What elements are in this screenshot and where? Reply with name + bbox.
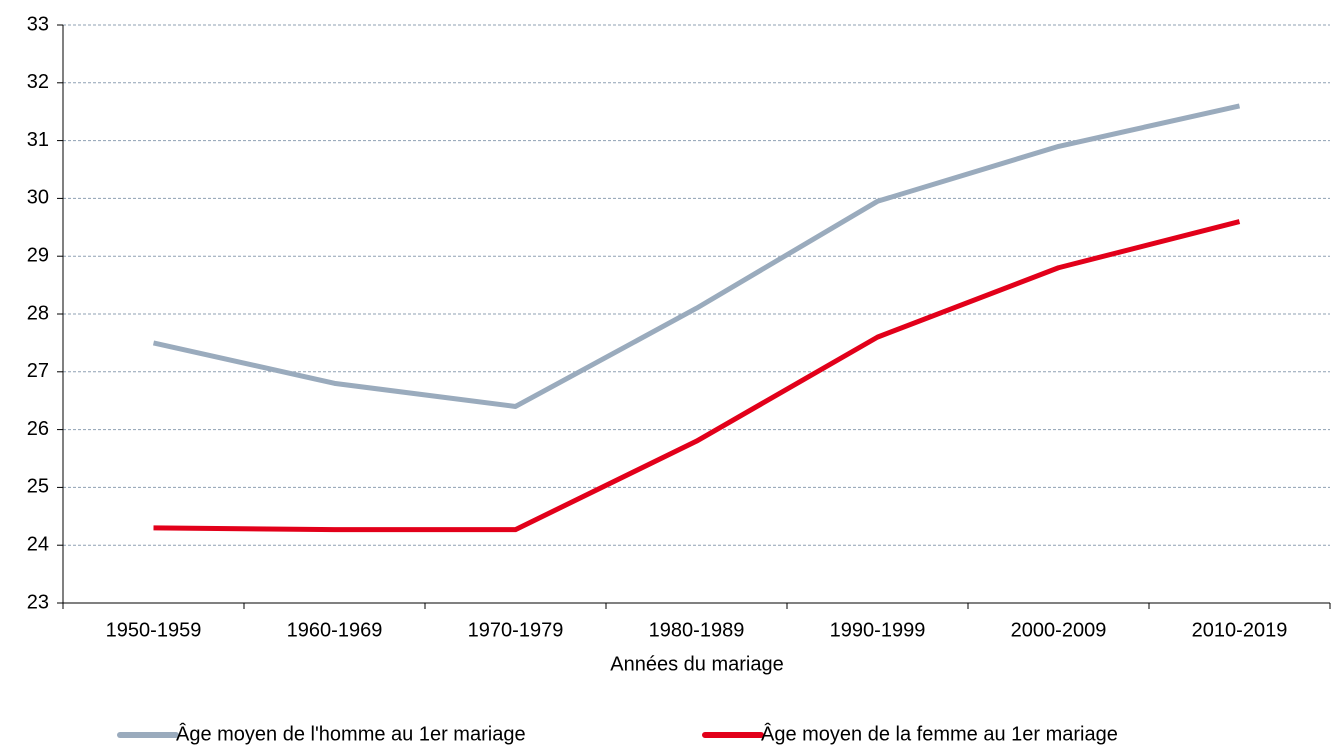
y-tick-label: 30 <box>27 187 49 209</box>
x-tick-label: 1990-1999 <box>830 619 926 641</box>
y-tick-label: 32 <box>27 71 49 93</box>
x-tick-label: 2000-2009 <box>1011 619 1107 641</box>
x-tick-label: 2010-2019 <box>1192 619 1288 641</box>
legend-label: Âge moyen de la femme au 1er mariage <box>761 722 1118 745</box>
legend-label: Âge moyen de l'homme au 1er mariage <box>176 722 526 745</box>
y-tick-label: 24 <box>27 533 49 555</box>
series-line <box>153 219 1241 533</box>
x-tick-label: 1980-1989 <box>649 619 745 641</box>
y-tick-label: 26 <box>27 418 49 440</box>
x-axis-label: Années du mariage <box>610 653 783 675</box>
y-tick-label: 33 <box>27 13 49 35</box>
x-tick-label: 1960-1969 <box>287 619 383 641</box>
y-tick-label: 28 <box>27 302 49 324</box>
series-line <box>152 103 1241 409</box>
y-tick-label: 23 <box>27 591 49 613</box>
y-tick-label: 25 <box>27 476 49 498</box>
y-tick-label: 27 <box>27 360 49 382</box>
x-tick-label: 1970-1979 <box>468 619 564 641</box>
y-tick-label: 29 <box>27 244 49 266</box>
y-tick-label: 31 <box>27 129 49 151</box>
x-tick-label: 1950-1959 <box>106 619 202 641</box>
